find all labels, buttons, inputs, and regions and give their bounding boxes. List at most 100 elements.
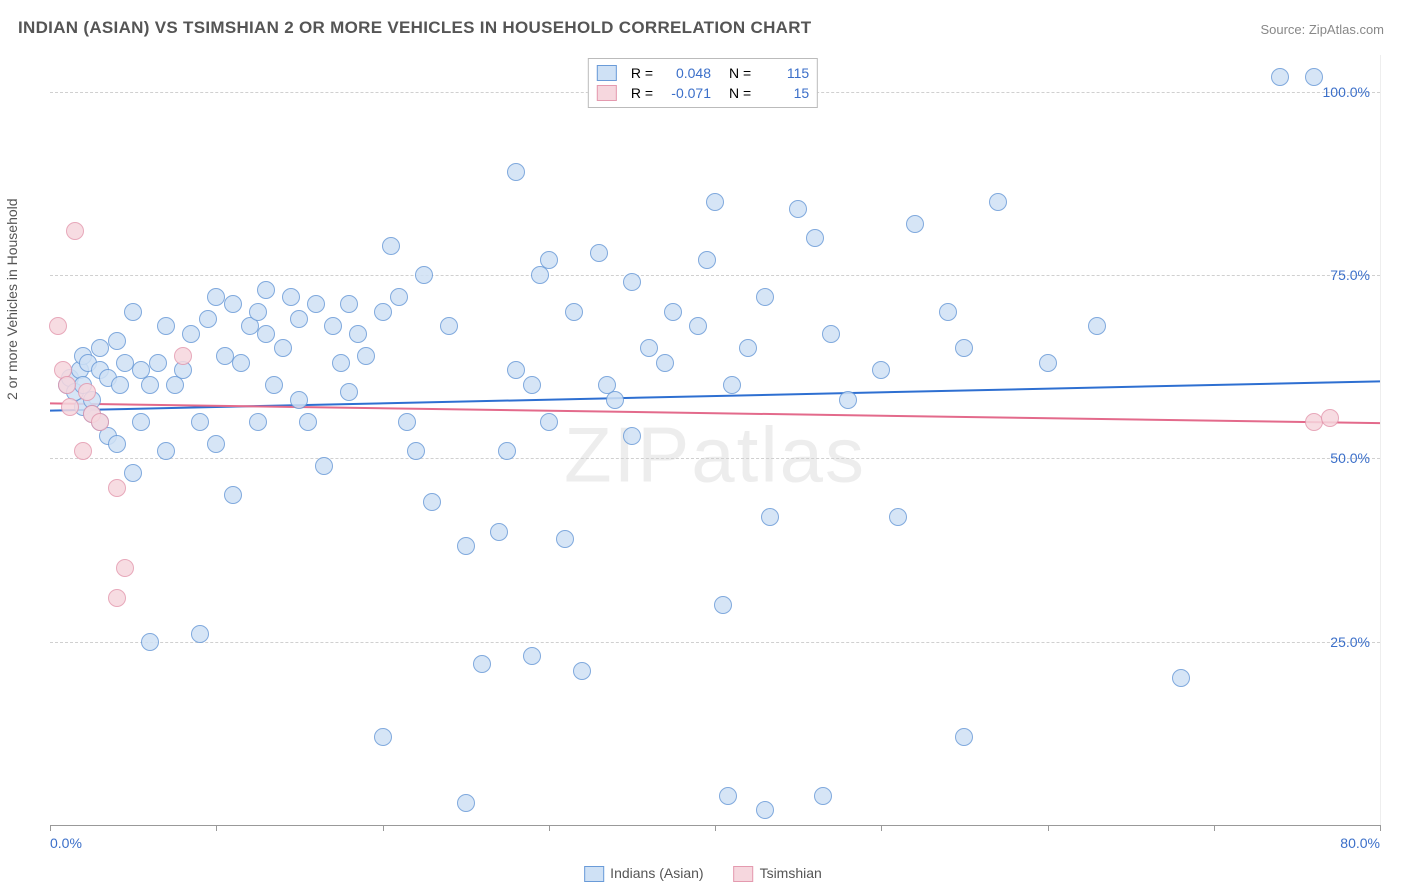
- data-point: [124, 303, 142, 321]
- data-point: [1088, 317, 1106, 335]
- data-point: [374, 303, 392, 321]
- data-point: [507, 163, 525, 181]
- data-point: [698, 251, 716, 269]
- data-point: [664, 303, 682, 321]
- data-point: [374, 728, 392, 746]
- data-point: [315, 457, 333, 475]
- data-point: [157, 317, 175, 335]
- data-point: [714, 596, 732, 614]
- gridline: [50, 642, 1380, 643]
- data-point: [1039, 354, 1057, 372]
- x-tick: [216, 825, 217, 831]
- data-point: [656, 354, 674, 372]
- data-point: [955, 339, 973, 357]
- y-tick-label: 75.0%: [1330, 267, 1370, 283]
- data-point: [332, 354, 350, 372]
- correlation-stats-box: R =0.048N =115R =-0.071N =15: [588, 58, 818, 108]
- x-tick: [881, 825, 882, 831]
- data-point: [390, 288, 408, 306]
- data-point: [224, 295, 242, 313]
- data-point: [872, 361, 890, 379]
- gridline: [50, 275, 1380, 276]
- data-point: [290, 310, 308, 328]
- data-point: [116, 354, 134, 372]
- data-point: [1172, 669, 1190, 687]
- data-point: [1305, 68, 1323, 86]
- data-point: [540, 251, 558, 269]
- data-point: [174, 347, 192, 365]
- x-tick: [50, 825, 51, 831]
- data-point: [78, 383, 96, 401]
- data-point: [340, 383, 358, 401]
- data-point: [249, 413, 267, 431]
- data-point: [257, 325, 275, 343]
- data-point: [324, 317, 342, 335]
- data-point: [689, 317, 707, 335]
- data-point: [132, 413, 150, 431]
- data-point: [108, 435, 126, 453]
- data-point: [507, 361, 525, 379]
- data-point: [423, 493, 441, 511]
- data-point: [249, 303, 267, 321]
- data-point: [58, 376, 76, 394]
- data-point: [116, 559, 134, 577]
- data-point: [889, 508, 907, 526]
- data-point: [1271, 68, 1289, 86]
- data-point: [299, 413, 317, 431]
- x-axis-max-label: 80.0%: [1340, 835, 1380, 851]
- data-point: [440, 317, 458, 335]
- stat-row: R =0.048N =115: [597, 63, 809, 83]
- data-point: [640, 339, 658, 357]
- data-point: [349, 325, 367, 343]
- data-point: [955, 728, 973, 746]
- legend-item: Indians (Asian): [584, 865, 703, 882]
- data-point: [756, 288, 774, 306]
- data-point: [382, 237, 400, 255]
- data-point: [565, 303, 583, 321]
- data-point: [457, 537, 475, 555]
- data-point: [141, 633, 159, 651]
- data-point: [91, 339, 109, 357]
- data-point: [490, 523, 508, 541]
- data-point: [191, 625, 209, 643]
- data-point: [407, 442, 425, 460]
- data-point: [839, 391, 857, 409]
- data-point: [719, 787, 737, 805]
- data-point: [307, 295, 325, 313]
- data-point: [91, 413, 109, 431]
- data-point: [739, 339, 757, 357]
- data-point: [590, 244, 608, 262]
- data-point: [108, 589, 126, 607]
- data-point: [274, 339, 292, 357]
- data-point: [1305, 413, 1323, 431]
- data-point: [756, 801, 774, 819]
- data-point: [473, 655, 491, 673]
- data-point: [207, 288, 225, 306]
- data-point: [257, 281, 275, 299]
- x-tick: [549, 825, 550, 831]
- data-point: [623, 273, 641, 291]
- data-point: [357, 347, 375, 365]
- data-point: [49, 317, 67, 335]
- legend-item: Tsimshian: [734, 865, 822, 882]
- gridline: [50, 458, 1380, 459]
- data-point: [556, 530, 574, 548]
- stat-row: R =-0.071N =15: [597, 83, 809, 103]
- data-point: [457, 794, 475, 812]
- data-point: [108, 332, 126, 350]
- x-tick: [1380, 825, 1381, 831]
- x-axis-min-label: 0.0%: [50, 835, 82, 851]
- data-point: [141, 376, 159, 394]
- chart-title: INDIAN (ASIAN) VS TSIMSHIAN 2 OR MORE VE…: [18, 18, 811, 38]
- data-point: [191, 413, 209, 431]
- data-point: [282, 288, 300, 306]
- source-label: Source: ZipAtlas.com: [1260, 22, 1384, 37]
- x-tick: [715, 825, 716, 831]
- data-point: [124, 464, 142, 482]
- data-point: [822, 325, 840, 343]
- data-point: [415, 266, 433, 284]
- data-point: [623, 427, 641, 445]
- data-point: [814, 787, 832, 805]
- data-point: [232, 354, 250, 372]
- data-point: [74, 442, 92, 460]
